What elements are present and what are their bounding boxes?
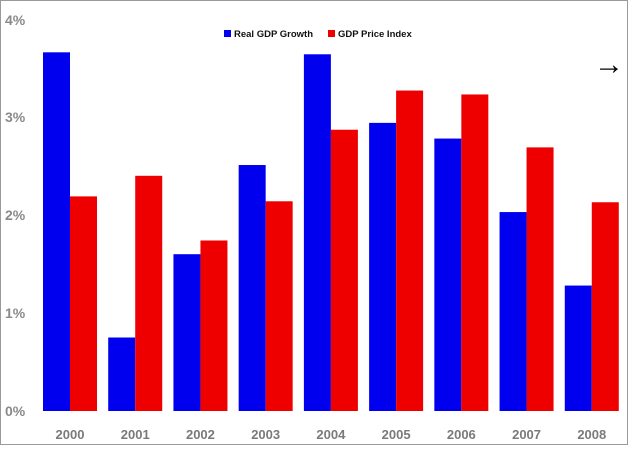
x-tick-label: 2001 (121, 427, 150, 442)
bar-real-gdp-growth-2004 (303, 54, 331, 411)
y-tick-label: 3% (5, 109, 26, 125)
y-tick-label: 0% (5, 403, 26, 419)
bar-gdp-price-index-2002 (200, 240, 228, 411)
y-tick-label: 1% (5, 305, 26, 321)
bar-real-gdp-growth-2006 (434, 138, 462, 411)
legend-label: Real GDP Growth (234, 29, 313, 40)
legend-swatch (328, 30, 335, 37)
x-tick-label: 2005 (382, 427, 411, 442)
x-tick-label: 2000 (56, 427, 85, 442)
y-tick-label: 4% (5, 12, 26, 28)
bar-gdp-price-index-2008 (591, 202, 619, 411)
x-tick-label: 2002 (186, 427, 215, 442)
bar-gdp-price-index-2005 (396, 90, 424, 411)
bar-real-gdp-growth-2000 (43, 52, 70, 411)
x-tick-label: 2008 (577, 427, 606, 442)
bar-real-gdp-growth-2001 (108, 337, 136, 411)
x-tick-label: 2007 (512, 427, 541, 442)
bar-gdp-price-index-2000 (70, 196, 97, 411)
legend-label: GDP Price Index (338, 29, 412, 40)
y-axis: 0% 1% 2% 3% 4% (5, 12, 26, 419)
bar-real-gdp-growth-2005 (369, 122, 397, 411)
x-axis: 2000 2001 2002 2003 2004 2005 2006 2007 2008 (56, 427, 607, 442)
x-tick-label: 2004 (316, 427, 346, 442)
bar-gdp-price-index-2001 (135, 175, 163, 411)
bar-real-gdp-growth-2002 (173, 254, 201, 411)
bar-gdp-price-index-2007 (526, 147, 554, 411)
bar-gdp-price-index-2004 (330, 129, 358, 412)
x-tick-label: 2003 (251, 427, 280, 442)
bar-real-gdp-growth-2008 (564, 285, 592, 411)
x-tick-label: 2006 (447, 427, 476, 442)
bar-gdp-price-index-2003 (265, 201, 293, 411)
bars (43, 52, 619, 412)
bar-real-gdp-growth-2007 (499, 212, 527, 411)
bar-real-gdp-growth-2003 (238, 165, 266, 411)
bar-gdp-price-index-2006 (461, 94, 489, 412)
arrow-right-icon: → (594, 48, 624, 81)
legend: Real GDP Growth GDP Price Index (224, 29, 412, 40)
y-tick-label: 2% (5, 207, 26, 223)
legend-swatch (224, 30, 231, 37)
